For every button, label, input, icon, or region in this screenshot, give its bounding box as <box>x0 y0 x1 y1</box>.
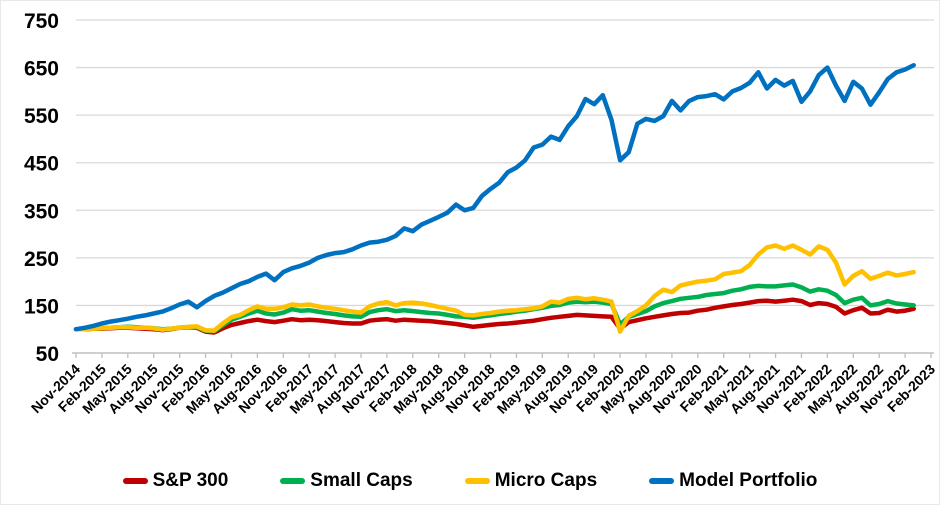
legend-swatch-icon <box>280 478 306 484</box>
y-tick-label: 150 <box>24 295 59 318</box>
legend-label: S&P 300 <box>152 470 229 491</box>
chart-legend: S&P 300 Small Caps Micro Caps Model Portfol… <box>1 461 939 501</box>
legend-label: Small Caps <box>310 470 413 491</box>
legend-swatch-icon <box>649 478 675 484</box>
y-tick-label: 550 <box>24 105 59 128</box>
legend-label: Micro Caps <box>494 470 598 491</box>
y-tick-label: 750 <box>24 10 59 33</box>
legend-item-micro-caps: Micro Caps <box>464 470 598 492</box>
series-line-model-portfolio <box>73 62 916 332</box>
legend-swatch-icon <box>464 478 490 484</box>
legend-item-s-p-300: S&P 300 <box>122 470 229 492</box>
y-tick-label: 450 <box>24 153 59 176</box>
legend-label: Model Portfolio <box>679 470 818 491</box>
y-tick-label: 650 <box>24 58 59 81</box>
legend-item-small-caps: Small Caps <box>280 470 413 492</box>
legend-item-model-portfolio: Model Portfolio <box>649 470 817 492</box>
series-line-micro-caps <box>73 243 916 334</box>
y-tick-label: 350 <box>24 200 59 223</box>
line-chart: 75065055045035025015050Nov-2014Feb-2015M… <box>24 10 938 417</box>
legend-swatch-icon <box>122 478 148 484</box>
y-tick-label: 250 <box>24 248 59 271</box>
y-tick-label: 50 <box>36 343 59 366</box>
